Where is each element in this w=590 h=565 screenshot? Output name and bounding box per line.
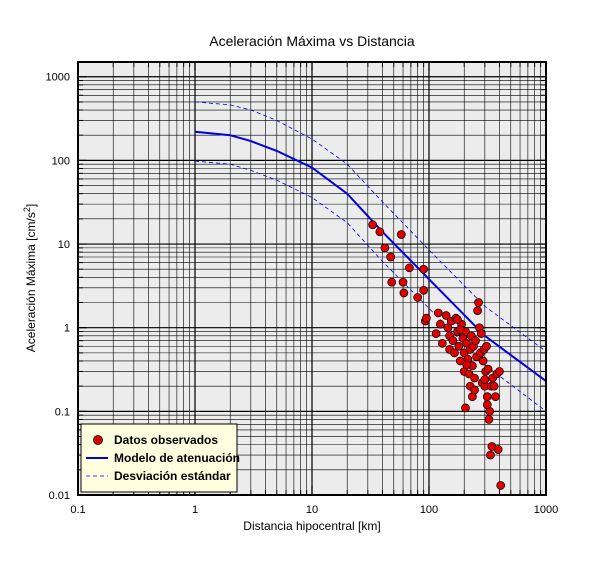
data-point-datos-observados bbox=[470, 373, 479, 383]
data-point-datos-observados bbox=[386, 252, 395, 262]
data-point-datos-observados bbox=[471, 336, 480, 346]
plot-frame bbox=[77, 61, 547, 496]
data-point-datos-observados bbox=[450, 348, 459, 358]
legend-label-desviacion: Desviación estándar bbox=[114, 469, 231, 483]
data-point-datos-observados bbox=[380, 243, 390, 253]
data-point-datos-observados bbox=[482, 341, 491, 351]
data-point-datos-observados bbox=[454, 341, 464, 351]
data-point-datos-observados bbox=[455, 325, 465, 334]
data-point-datos-observados bbox=[419, 264, 428, 274]
chart-title: Aceleración Máxima vs Distancia bbox=[209, 33, 415, 49]
data-point-datos-observados bbox=[474, 298, 483, 307]
y-axis-label-end: ] bbox=[24, 204, 38, 207]
data-point-datos-observados bbox=[484, 415, 494, 424]
x-tick-label: 10 bbox=[306, 504, 318, 516]
data-point-datos-observados bbox=[398, 277, 408, 287]
series-line-modelo-atenuacion bbox=[194, 130, 547, 382]
data-point-datos-observados bbox=[433, 308, 443, 318]
data-point-datos-observados bbox=[491, 392, 500, 401]
y-tick-label: 100 bbox=[52, 155, 70, 167]
data-point-datos-observados bbox=[483, 364, 493, 374]
data-point-datos-observados bbox=[486, 450, 495, 460]
data-point-datos-observados bbox=[441, 311, 451, 320]
data-point-datos-observados bbox=[368, 220, 378, 230]
data-point-datos-observados bbox=[473, 306, 482, 315]
y-axis-label: Aceleración Máxima [cm/s2] bbox=[22, 204, 38, 352]
x-axis-label: Distancia hipocentral [km] bbox=[243, 519, 380, 533]
y-tick-label: 1 bbox=[64, 323, 70, 335]
data-point-datos-observados bbox=[495, 367, 504, 376]
series-line-desviacion-estandar bbox=[194, 101, 547, 352]
data-point-datos-observados bbox=[437, 338, 447, 348]
data-point-datos-observados bbox=[482, 392, 492, 401]
data-point-datos-observados bbox=[453, 315, 462, 324]
x-tick-label: 0.1 bbox=[70, 504, 85, 516]
data-point-datos-observados bbox=[480, 375, 490, 384]
x-tick-label: 100 bbox=[420, 504, 438, 516]
y-tick-labels: 0.01 0.1 1 10 100 1000 bbox=[46, 72, 70, 502]
data-point-datos-observados bbox=[396, 230, 406, 239]
legend: Datos observados Modelo de atenuación De… bbox=[80, 423, 240, 493]
data-point-datos-observados bbox=[482, 400, 492, 410]
data-point-datos-observados bbox=[489, 381, 499, 391]
series-lines bbox=[194, 101, 547, 412]
data-point-datos-observados bbox=[462, 360, 472, 370]
data-point-datos-observados bbox=[478, 356, 488, 366]
y-tick-label: 0.1 bbox=[55, 406, 70, 418]
y-tick-label: 1000 bbox=[46, 72, 70, 84]
data-point-datos-observados bbox=[387, 277, 397, 287]
x-tick-labels: 0.1 1 10 100 1000 bbox=[70, 504, 558, 516]
y-tick-label: 0.01 bbox=[49, 490, 70, 502]
legend-label-modelo: Modelo de atenuación bbox=[114, 451, 240, 465]
data-point-datos-observados bbox=[470, 385, 479, 395]
data-point-datos-observados bbox=[413, 293, 423, 302]
y-tick-label: 10 bbox=[58, 239, 70, 251]
y-axis-label-superscript: 2 bbox=[22, 207, 32, 212]
series-points bbox=[368, 220, 506, 490]
data-point-datos-observados bbox=[399, 288, 409, 298]
x-tick-label: 1 bbox=[192, 504, 198, 516]
data-point-datos-observados bbox=[419, 285, 428, 295]
data-point-datos-observados bbox=[435, 319, 445, 329]
y-axis-label-main: Aceleración Máxima [cm/s bbox=[24, 212, 38, 352]
data-point-datos-observados bbox=[461, 403, 470, 413]
legend-label-datos-observados: Datos observados bbox=[114, 433, 218, 447]
legend-marker-datos-observados bbox=[93, 435, 103, 445]
data-point-datos-observados bbox=[405, 263, 414, 273]
data-point-datos-observados bbox=[375, 227, 385, 237]
data-point-datos-observados bbox=[476, 329, 486, 338]
data-point-datos-observados bbox=[422, 313, 431, 323]
series-line-desviacion-estandar bbox=[194, 160, 547, 412]
data-point-datos-observados bbox=[496, 481, 506, 490]
x-tick-label: 1000 bbox=[534, 504, 558, 516]
data-point-datos-observados bbox=[431, 329, 441, 338]
data-point-datos-observados bbox=[448, 336, 458, 346]
data-point-datos-observados bbox=[493, 445, 503, 454]
